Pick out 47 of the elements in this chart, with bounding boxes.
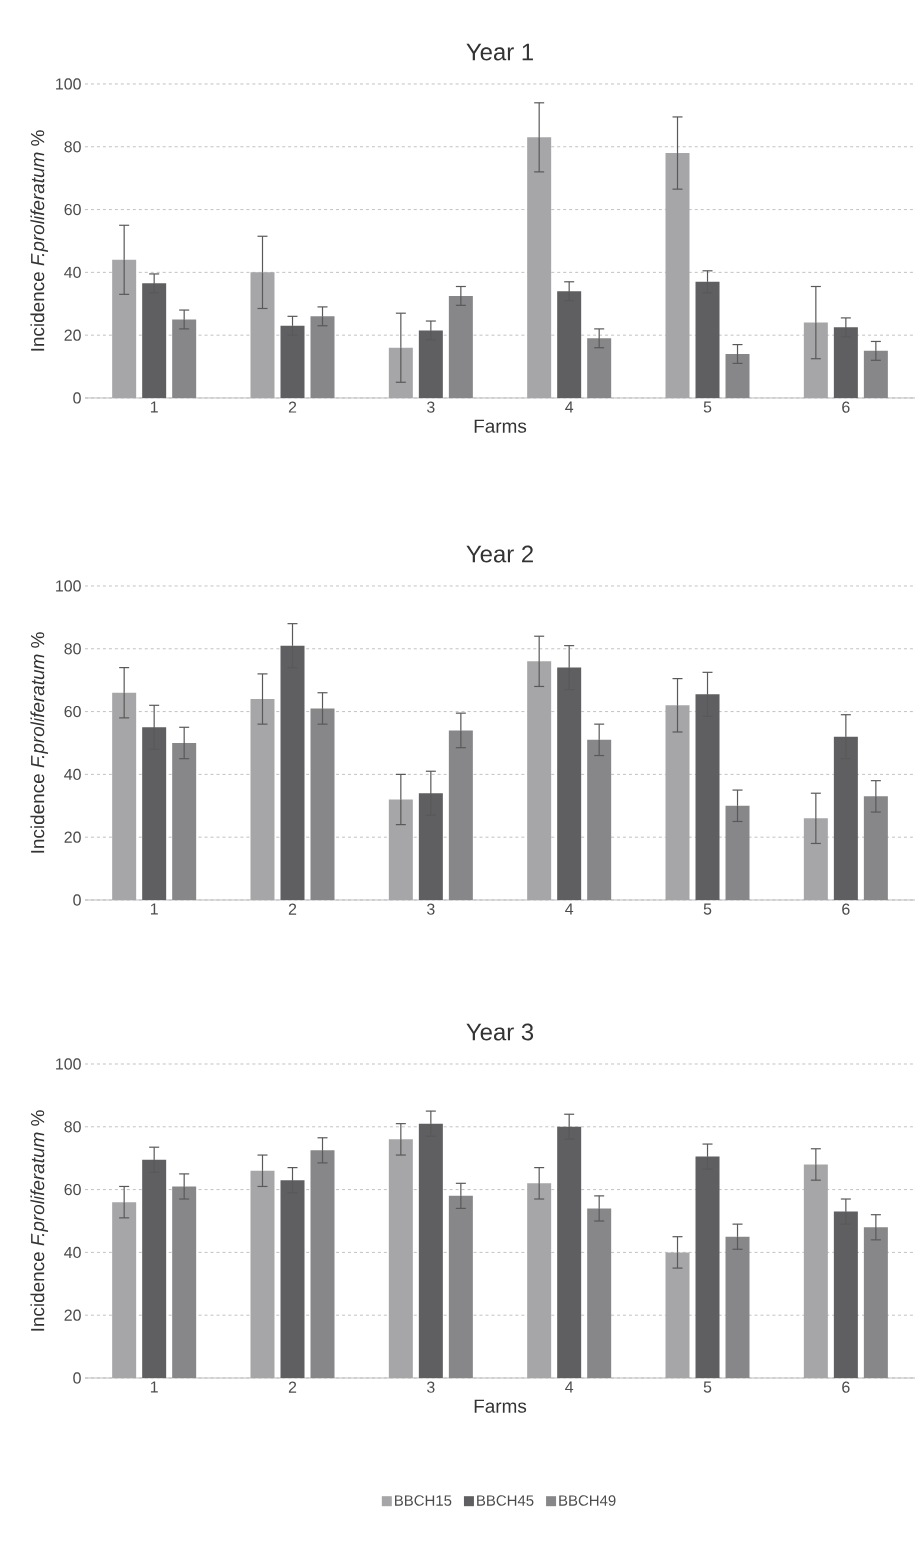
chart-title: Year 3 [466,1023,534,1041]
y-tick-label: 60 [64,705,81,718]
y-tick-label: 0 [73,894,81,906]
y-tick-label: 100 [56,1058,81,1070]
x-tick-label: 5 [703,1381,712,1393]
x-tick-label: 6 [842,1381,850,1393]
x-tick-label: 3 [427,1381,435,1393]
y-tick-label: 20 [64,329,81,341]
x-tick-label: 1 [150,903,158,915]
x-axis-title: Farms [474,419,527,433]
y-tick-label: 20 [64,1309,81,1321]
y-tick-label: 20 [64,831,81,843]
x-tick-label: 2 [288,401,297,413]
y-tick-label: 60 [64,1183,81,1196]
x-tick-label: 4 [565,1381,574,1393]
legend-label: BBCH15 [395,1495,452,1506]
x-tick-label: 1 [150,1381,158,1393]
x-tick-label: 4 [565,401,574,413]
legend-label: BBCH49 [559,1495,616,1506]
x-tick-label: 3 [427,903,435,915]
x-tick-label: 4 [565,903,574,915]
x-tick-label: 6 [842,903,850,915]
x-tick-label: 5 [703,903,712,915]
x-tick-label: 2 [288,1381,297,1393]
y-tick-label: 80 [64,141,81,153]
x-tick-label: 1 [150,401,158,413]
x-tick-label: 3 [427,401,435,413]
y-axis-title: Incidence F.proliferatum % [30,632,49,853]
y-tick-label: 80 [64,1121,81,1133]
y-tick-label: 40 [64,266,81,279]
x-tick-label: 6 [842,401,850,413]
x-tick-label: 5 [703,401,712,413]
chart-title: Year 2 [466,545,533,563]
y-axis-title: Incidence F.proliferatum % [30,1110,49,1331]
y-tick-label: 60 [64,203,81,216]
y-tick-label: 80 [64,643,81,655]
chart-title: Year 1 [466,43,533,61]
x-tick-label: 2 [288,903,297,915]
y-axis-title: Incidence F.proliferatum % [30,130,49,351]
y-tick-label: 0 [73,1372,81,1384]
legend-label: BBCH45 [477,1495,534,1506]
y-tick-label: 40 [64,768,81,781]
x-axis-title: Farms [474,1399,527,1413]
y-tick-label: 100 [56,78,81,90]
y-tick-label: 40 [64,1246,81,1259]
y-tick-label: 100 [56,580,81,592]
y-tick-label: 0 [73,392,81,404]
